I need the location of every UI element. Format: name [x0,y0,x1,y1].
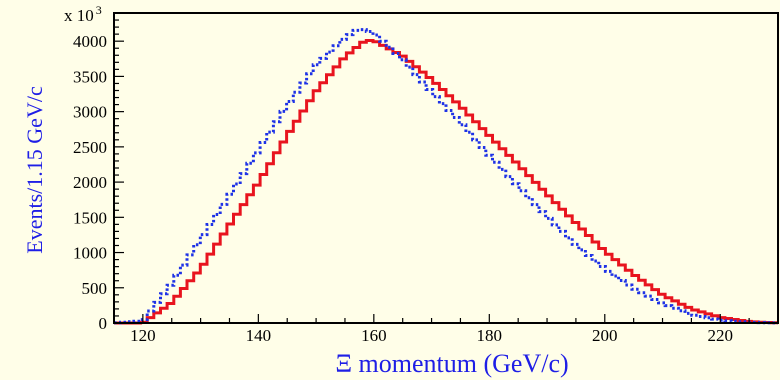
x-tick-label: 160 [361,326,387,345]
x-tick-label: 140 [246,326,272,345]
y-tick-label: 1000 [73,244,107,263]
y-tick-label: 2500 [73,138,107,157]
y-tick-label: 3500 [73,67,107,86]
y-tick-label: 3000 [73,103,107,122]
y-multiplier-label: x 10 3 [64,3,102,25]
y-tick-label: 500 [82,279,108,298]
series-line-1 [114,39,778,325]
plot-frame [113,12,779,324]
x-tick-label: 220 [708,326,734,345]
x-tick-label: 120 [130,326,156,345]
x-tick-label: 180 [477,326,503,345]
axis-layer: 120 140 160 180 200 220 0 500 1000 1500 2000 2500 30… [73,12,779,345]
series-line-2 [114,28,778,325]
series-layer [114,28,778,325]
y-multiplier-exponent: 3 [96,3,102,17]
y-tick-label: 2000 [73,173,107,192]
x-axis-title: Ξ momentum (GeV/c) [335,349,568,378]
y-multiplier-base: x 10 [64,6,94,25]
y-tick-label: 0 [99,314,108,333]
y-tick-label: 1500 [73,208,107,227]
x-tick-label: 200 [592,326,618,345]
y-axis-title: Events/1.15 GeV/c [22,86,47,254]
y-tick-label: 4000 [73,32,107,51]
